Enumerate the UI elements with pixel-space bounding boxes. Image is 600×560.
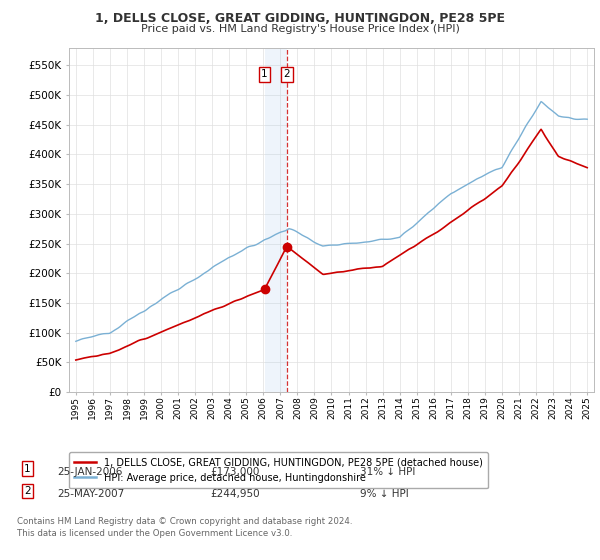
Text: Contains HM Land Registry data © Crown copyright and database right 2024.: Contains HM Land Registry data © Crown c… [17, 517, 352, 526]
Text: This data is licensed under the Open Government Licence v3.0.: This data is licensed under the Open Gov… [17, 529, 292, 538]
Text: 9% ↓ HPI: 9% ↓ HPI [360, 489, 409, 499]
Bar [265, 48, 287, 392]
Text: 2: 2 [24, 486, 31, 496]
Text: 1, DELLS CLOSE, GREAT GIDDING, HUNTINGDON, PE28 5PE: 1, DELLS CLOSE, GREAT GIDDING, HUNTINGDO… [95, 12, 505, 25]
Text: 25-JAN-2006: 25-JAN-2006 [57, 466, 122, 477]
Legend: 1, DELLS CLOSE, GREAT GIDDING, HUNTINGDON, PE28 5PE (detached house), HPI: Avera: 1, DELLS CLOSE, GREAT GIDDING, HUNTINGDO… [68, 452, 488, 488]
Text: 25-MAY-2007: 25-MAY-2007 [57, 489, 124, 499]
Text: 31% ↓ HPI: 31% ↓ HPI [360, 466, 415, 477]
Text: 2: 2 [284, 69, 290, 80]
Text: £173,000: £173,000 [210, 466, 259, 477]
Text: Price paid vs. HM Land Registry's House Price Index (HPI): Price paid vs. HM Land Registry's House … [140, 24, 460, 34]
Text: £244,950: £244,950 [210, 489, 260, 499]
Text: 1: 1 [24, 464, 31, 474]
Text: 1: 1 [261, 69, 268, 80]
